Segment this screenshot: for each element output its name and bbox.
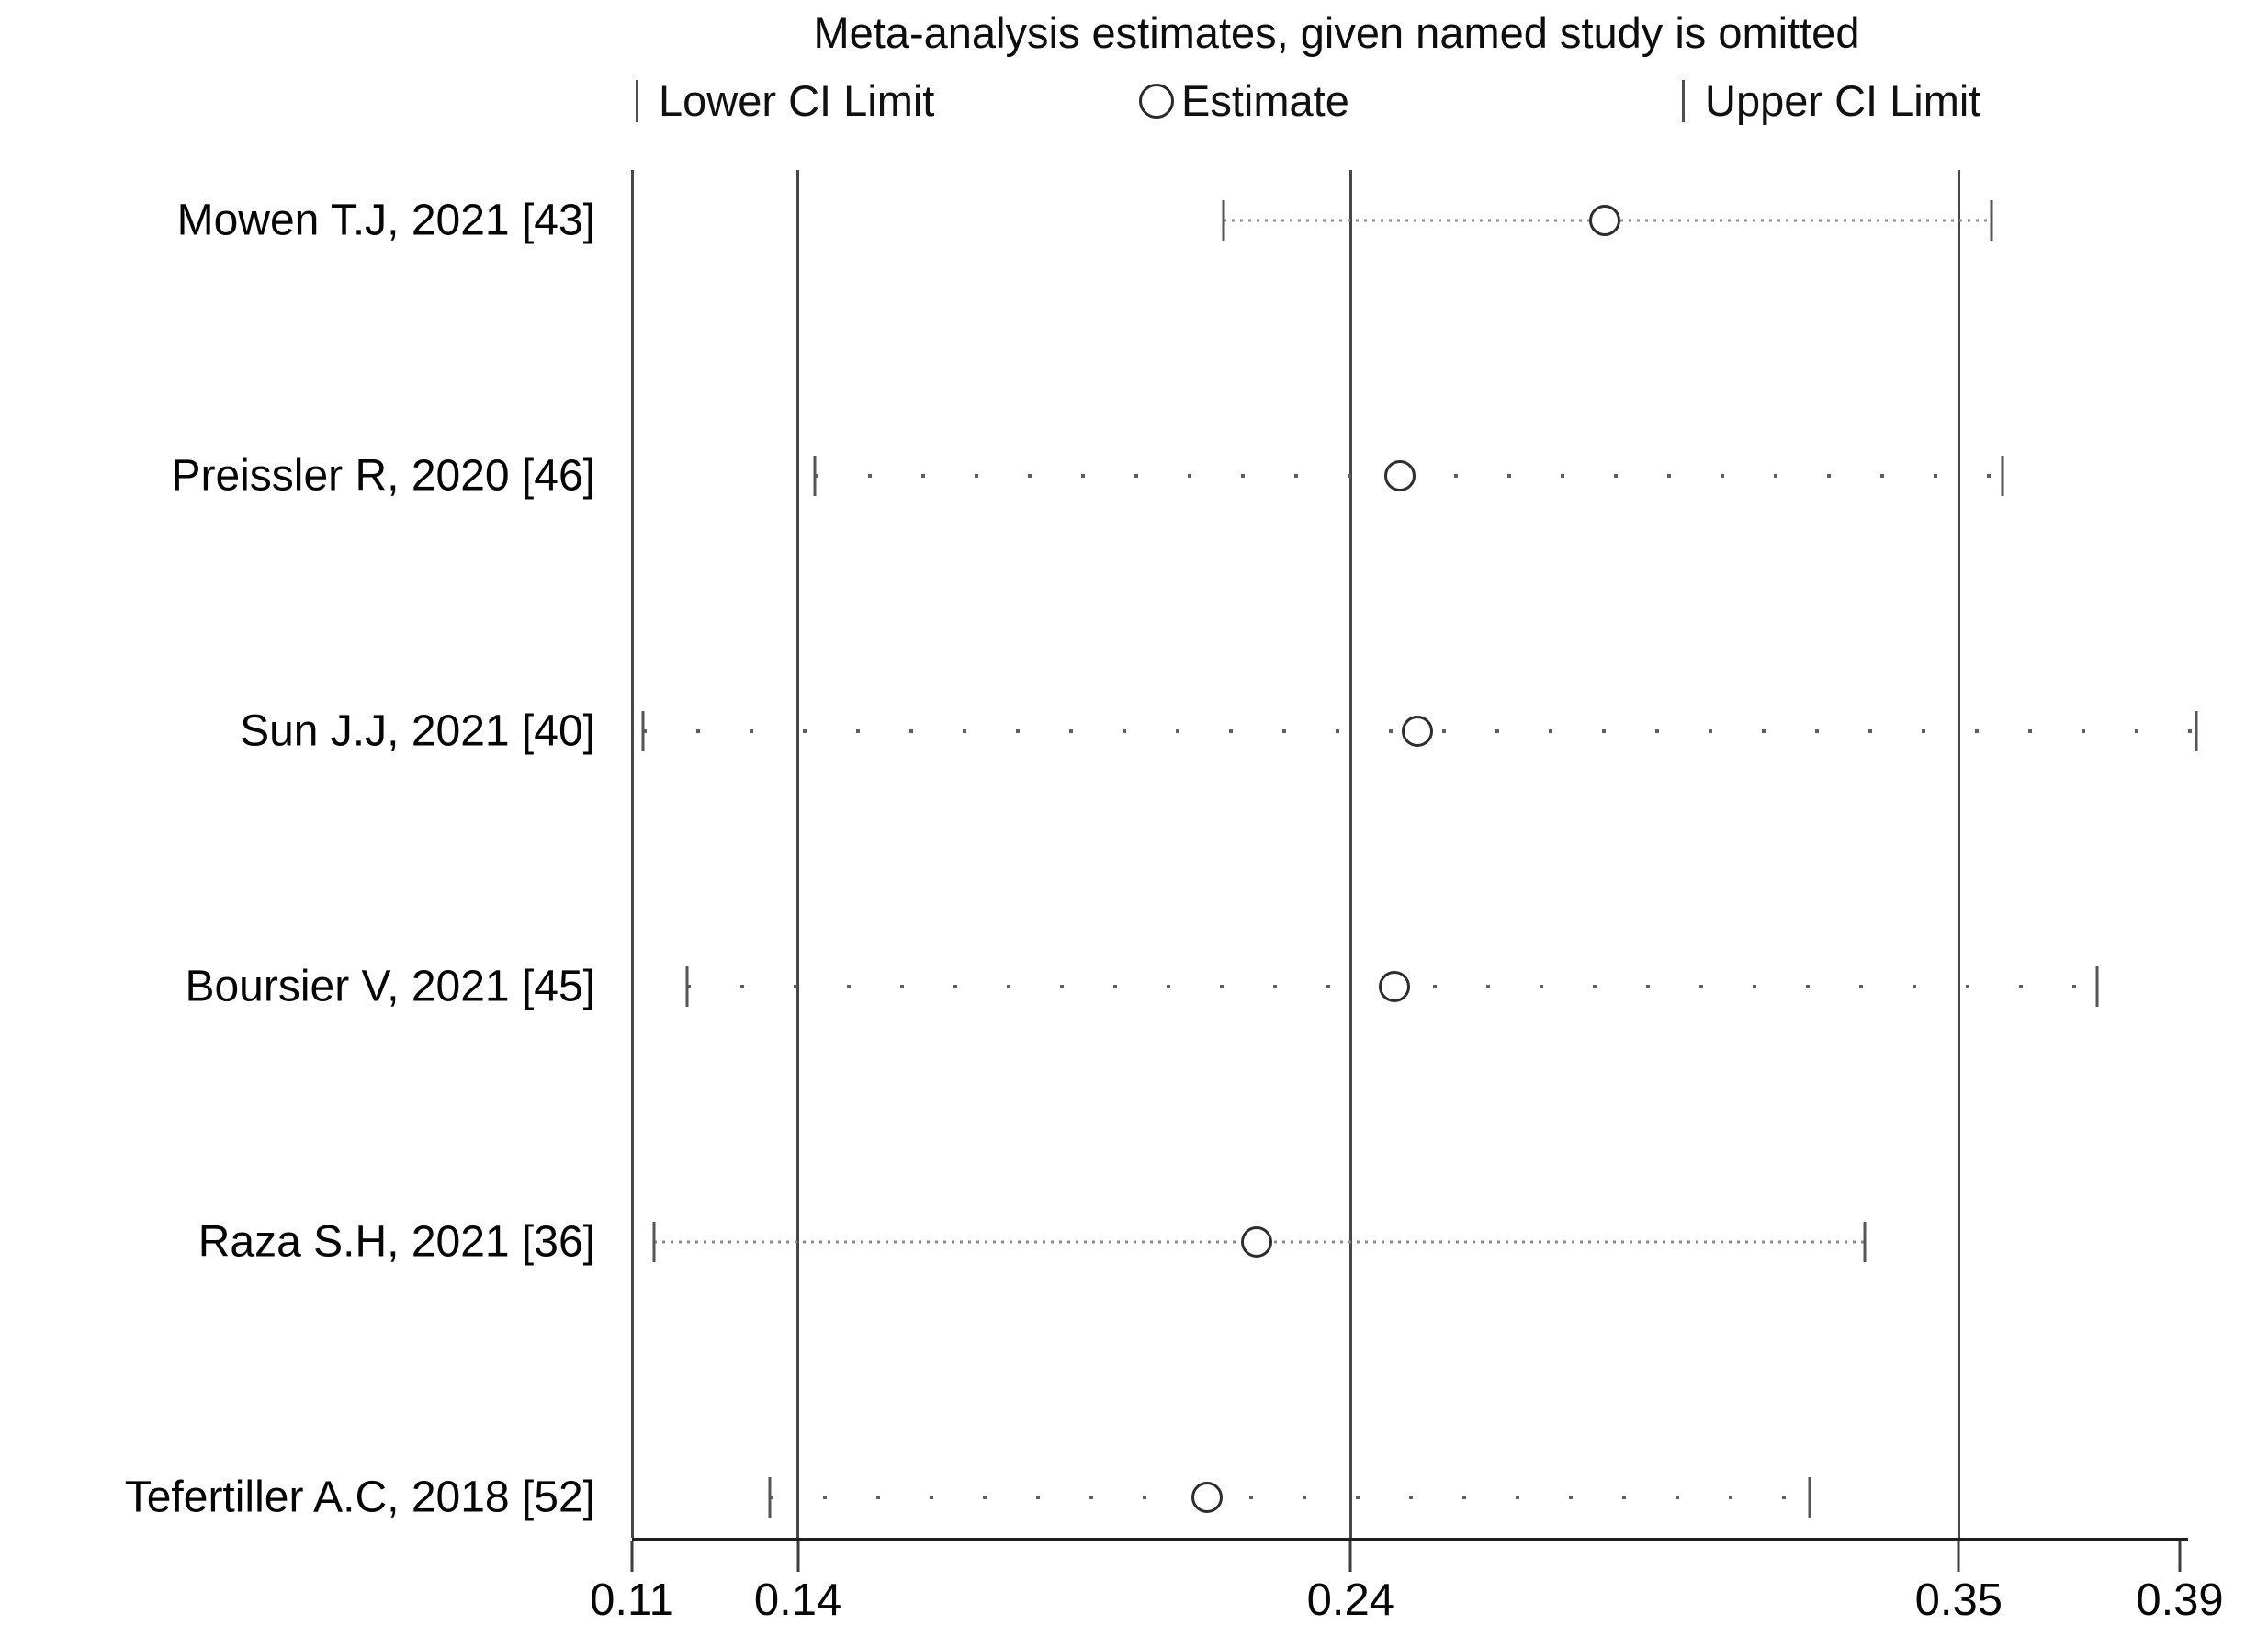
upper-ci-tick-icon <box>1682 79 1685 122</box>
x-axis-tick <box>2178 1541 2182 1572</box>
x-axis-tick-label: 0.14 <box>753 1575 842 1625</box>
lower-ci-tick <box>768 1477 772 1518</box>
upper-ci-tick <box>1808 1477 1811 1518</box>
x-axis-line <box>632 1538 2188 1541</box>
legend-item-upper-ci: Upper CI Limit <box>1682 75 1980 126</box>
chart-title: Meta-analysis estimates, given named stu… <box>813 8 1860 57</box>
reference-gridline-0.14 <box>796 170 800 1538</box>
estimate-marker <box>1384 460 1416 491</box>
upper-ci-tick <box>2195 711 2198 751</box>
upper-ci-tick <box>1863 1222 1867 1262</box>
study-label: Raza S.H, 2021 [36] <box>197 1217 595 1267</box>
reference-gridline-0.24 <box>1348 170 1352 1538</box>
study-label: Sun J.J, 2021 [40] <box>240 706 595 756</box>
x-axis-tick <box>630 1541 634 1572</box>
study-label: Boursier V, 2021 [45] <box>185 962 595 1011</box>
lower-ci-tick <box>641 711 645 751</box>
chart-legend: Lower CI Limit Estimate Upper CI Limit <box>632 75 2180 134</box>
upper-ci-tick <box>2001 456 2004 496</box>
reference-gridline-0.35 <box>1957 170 1960 1538</box>
x-axis-tick <box>1348 1541 1352 1572</box>
x-axis-tick-label: 0.24 <box>1306 1575 1394 1625</box>
study-label: Preissler R, 2020 [46] <box>171 451 595 501</box>
x-axis-tick-label: 0.35 <box>1914 1575 2003 1625</box>
lower-ci-tick <box>652 1222 656 1262</box>
estimate-circle-icon <box>1139 83 1174 119</box>
estimate-marker <box>1401 716 1433 747</box>
reference-gridline-0.11 <box>630 170 634 1538</box>
study-label: Tefertiller A.C, 2018 [52] <box>124 1473 595 1522</box>
x-axis-tick <box>1957 1541 1960 1572</box>
lower-ci-tick-icon <box>636 79 638 122</box>
legend-item-estimate: Estimate <box>1139 75 1349 126</box>
estimate-marker <box>1379 971 1411 1002</box>
lower-ci-tick <box>813 456 817 496</box>
legend-upper-label: Upper CI Limit <box>1705 76 1981 125</box>
lower-ci-tick <box>1222 200 1225 241</box>
lower-ci-tick <box>685 966 689 1007</box>
legend-estimate-label: Estimate <box>1181 76 1349 125</box>
x-axis-tick-label: 0.11 <box>590 1575 674 1625</box>
estimate-marker <box>1190 1482 1223 1513</box>
ci-dotted-line <box>770 1496 1810 1499</box>
estimate-marker <box>1589 205 1621 236</box>
x-axis-tick <box>796 1541 800 1572</box>
study-label: Mowen T.J, 2021 [43] <box>176 196 595 245</box>
estimate-marker <box>1241 1226 1273 1258</box>
plot-area: Mowen T.J, 2021 [43] Preissler R, 2020 [4… <box>125 170 2198 1538</box>
legend-item-lower-ci: Lower CI Limit <box>636 75 934 126</box>
upper-ci-tick <box>1990 200 1993 241</box>
x-axis-tick-label: 0.39 <box>2136 1575 2224 1625</box>
legend-lower-label: Lower CI Limit <box>659 76 935 125</box>
upper-ci-tick <box>2095 966 2099 1007</box>
